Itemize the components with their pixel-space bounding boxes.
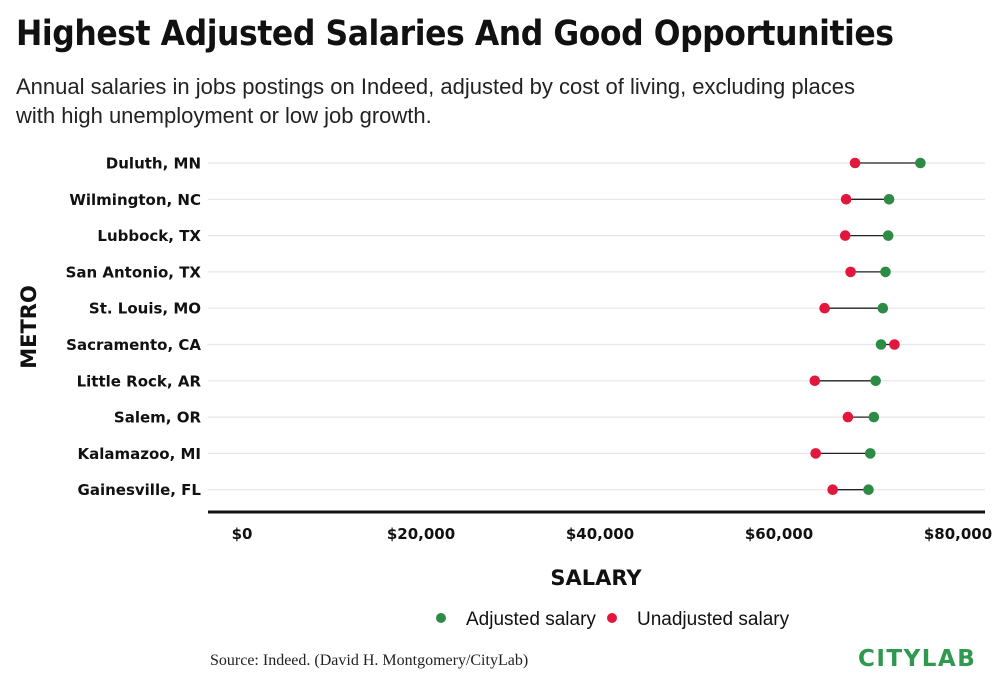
source-note: Source: Indeed. (David H. Montgomery/Cit… bbox=[210, 652, 529, 669]
legend-adjusted-label: Adjusted salary bbox=[466, 609, 596, 630]
metro-label: San Antonio, TX bbox=[66, 263, 202, 281]
chart-title: Highest Adjusted Salaries And Good Oppor… bbox=[16, 14, 894, 54]
legend-adjusted-marker bbox=[436, 613, 446, 623]
unadjusted-salary-point bbox=[842, 411, 854, 423]
adjusted-salary-point bbox=[875, 339, 887, 350]
metro-label: Little Rock, AR bbox=[77, 372, 202, 390]
unadjusted-salary-point bbox=[849, 157, 861, 169]
legend-unadjusted-label: Unadjusted salary bbox=[637, 609, 790, 630]
metro-label: Sacramento, CA bbox=[66, 336, 201, 354]
metro-label: Duluth, MN bbox=[106, 155, 201, 173]
x-tick-label: $80,000 bbox=[924, 525, 992, 543]
adjusted-salary-point bbox=[877, 302, 889, 314]
metro-label: St. Louis, MO bbox=[89, 300, 201, 318]
x-tick-label: $20,000 bbox=[387, 525, 455, 543]
y-axis-title: METRO bbox=[17, 285, 41, 369]
adjusted-salary-point bbox=[863, 484, 874, 496]
unadjusted-salary-point bbox=[827, 484, 838, 496]
adjusted-salary-point bbox=[870, 375, 881, 387]
unadjusted-salary-point bbox=[840, 194, 852, 205]
x-axis-title: SALARY bbox=[550, 566, 642, 590]
adjusted-salary-point bbox=[864, 448, 876, 459]
unadjusted-salary-point bbox=[810, 448, 821, 459]
adjusted-salary-point bbox=[883, 194, 895, 205]
legend-unadjusted-marker bbox=[607, 613, 617, 623]
metro-label: Wilmington, NC bbox=[69, 191, 201, 209]
adjusted-salary-point bbox=[882, 230, 894, 241]
metro-label: Kalamazoo, MI bbox=[77, 445, 201, 463]
metro-label: Gainesville, FL bbox=[78, 481, 202, 499]
chart-subtitle: Annual salaries in jobs postings on Inde… bbox=[16, 74, 855, 128]
adjusted-salary-point bbox=[915, 157, 926, 169]
unadjusted-salary-point bbox=[839, 230, 851, 241]
metro-label: Salem, OR bbox=[114, 409, 202, 427]
unadjusted-salary-point bbox=[845, 266, 856, 278]
adjusted-salary-point bbox=[880, 266, 891, 278]
x-tick-label: $40,000 bbox=[566, 525, 634, 543]
unadjusted-salary-point bbox=[809, 375, 821, 387]
citylab-logo: CITYLAB bbox=[858, 646, 977, 672]
unadjusted-salary-point bbox=[889, 339, 900, 350]
adjusted-salary-point bbox=[868, 411, 880, 423]
x-tick-label: $60,000 bbox=[745, 525, 813, 543]
metro-label: Lubbock, TX bbox=[97, 227, 201, 245]
x-tick-label: $0 bbox=[232, 525, 253, 543]
unadjusted-salary-point bbox=[819, 302, 830, 314]
